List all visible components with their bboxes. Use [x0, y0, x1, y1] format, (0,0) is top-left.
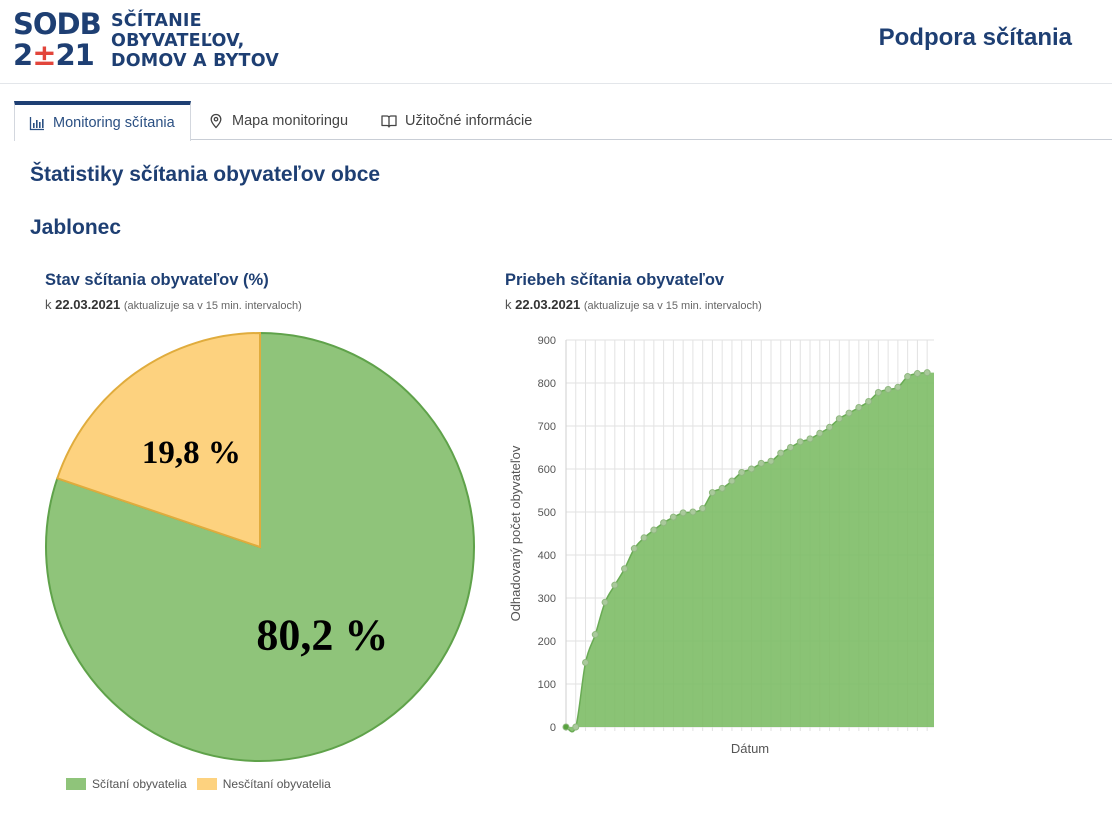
site-header: SODB 2±21 SČÍTANIE OBYVATEĽOV, DOMOV A B…	[0, 0, 1112, 84]
data-point[interactable]	[777, 449, 785, 457]
data-point[interactable]	[669, 513, 677, 521]
tab-label: Užitočné informácie	[405, 112, 533, 129]
update-date: 22.03.2021	[515, 297, 581, 312]
legend-item-uncounted[interactable]: Nesčítaní obyvatelia	[196, 777, 331, 791]
sodb-logo[interactable]: SODB 2±21	[13, 10, 102, 72]
pie-legend: Sčítaní obyvatelia Nesčítaní obyvatelia	[66, 777, 341, 791]
legend-item-counted[interactable]: Sčítaní obyvatelia	[66, 777, 187, 791]
pie-value-label: 80,2 %	[256, 610, 388, 659]
pie-slice-counted[interactable]	[45, 331, 475, 762]
pie-value-label: 19,8 %	[142, 435, 241, 471]
data-point[interactable]	[923, 369, 931, 377]
data-point[interactable]	[835, 415, 843, 423]
subtitle-prefix: k	[45, 297, 52, 312]
data-point[interactable]	[728, 477, 736, 485]
data-point[interactable]	[562, 723, 570, 731]
y-tick-label: 600	[538, 464, 556, 476]
map-pin-icon	[210, 113, 222, 128]
tab-map[interactable]: Mapa monitoringu	[208, 101, 348, 140]
y-tick-label: 100	[538, 679, 556, 691]
data-point[interactable]	[718, 484, 726, 492]
data-point[interactable]	[845, 409, 853, 417]
data-point[interactable]	[738, 468, 746, 476]
data-point[interactable]	[855, 404, 863, 412]
legend-label: Nesčítaní obyvatelia	[222, 777, 331, 791]
legend-swatch	[196, 778, 217, 790]
y-tick-label: 0	[550, 722, 556, 734]
y-tick-label: 500	[538, 507, 556, 519]
status-pie-chart: 80,2 % 19,8 %	[45, 331, 475, 762]
data-point[interactable]	[582, 659, 590, 666]
data-point[interactable]	[747, 465, 755, 473]
logo-row-bottom: 2±21	[13, 38, 95, 72]
tab-monitoring[interactable]: Monitoring sčítania	[14, 101, 191, 141]
data-point[interactable]	[884, 385, 892, 393]
data-point[interactable]	[796, 438, 804, 446]
legend-swatch	[66, 778, 86, 790]
y-tick-label: 700	[538, 421, 556, 433]
support-link[interactable]: Podpora sčítania	[878, 24, 1072, 51]
data-point[interactable]	[679, 509, 687, 517]
progress-area-chart: 0 100 200 300 400 500 600 700 800 900 Dátum Odhadov…	[508, 335, 934, 756]
y-tick-label: 800	[538, 378, 556, 390]
pie-card-subtitle: k 22.03.2021 (aktualizuje sa v 15 min. i…	[45, 297, 302, 312]
logo-digit: 2	[13, 38, 33, 72]
data-point[interactable]	[621, 565, 629, 573]
legend-label: Sčítaní obyvatelia	[92, 777, 187, 791]
data-point[interactable]	[650, 526, 658, 534]
data-point[interactable]	[816, 429, 824, 437]
data-point[interactable]	[757, 459, 765, 467]
logo-wordmark: SČÍTANIE OBYVATEĽOV, DOMOV A BYTOV	[111, 11, 279, 71]
pie-slice-uncounted[interactable]	[56, 331, 261, 549]
y-tick-label: 400	[538, 550, 556, 562]
data-point[interactable]	[826, 423, 834, 431]
data-point[interactable]	[874, 388, 882, 396]
update-note: (aktualizuje sa v 15 min. intervaloch)	[123, 300, 302, 312]
data-point[interactable]	[708, 489, 716, 497]
y-tick-label: 900	[538, 335, 556, 347]
y-tick-label: 200	[538, 636, 556, 648]
logo-line: SČÍTANIE	[111, 11, 202, 31]
data-point[interactable]	[865, 397, 873, 405]
logo-line: OBYVATEĽOV,	[111, 31, 245, 51]
data-point[interactable]	[904, 373, 912, 381]
pie-card-title: Stav sčítania obyvateľov (%)	[45, 271, 269, 289]
open-book-icon	[381, 114, 397, 128]
update-date: 22.03.2021	[55, 297, 121, 312]
data-point[interactable]	[913, 370, 921, 378]
data-point[interactable]	[806, 435, 814, 443]
data-point[interactable]	[630, 545, 638, 553]
data-point[interactable]	[767, 457, 775, 465]
tab-label: Mapa monitoringu	[232, 112, 349, 129]
data-point[interactable]	[611, 581, 619, 589]
data-point[interactable]	[640, 534, 648, 542]
update-note: (aktualizuje sa v 15 min. intervaloch)	[583, 300, 762, 312]
data-point[interactable]	[787, 444, 795, 451]
tab-bar: Monitoring sčítania Mapa monitoringu Uži…	[14, 101, 1112, 141]
data-point[interactable]	[689, 508, 697, 516]
tab-info[interactable]: Užitočné informácie	[381, 101, 532, 140]
logo-line: DOMOV A BYTOV	[111, 51, 280, 71]
page-title: Štatistiky sčítania obyvateľov obce	[30, 163, 381, 186]
logo-row-top: SODB	[13, 7, 102, 41]
line-card-subtitle: k 22.03.2021 (aktualizuje sa v 15 min. i…	[505, 297, 762, 312]
data-point[interactable]	[572, 723, 580, 731]
data-point[interactable]	[591, 631, 599, 639]
logo-digits: 21	[55, 38, 95, 72]
area-fill	[566, 372, 934, 732]
bar-chart-icon	[29, 117, 44, 131]
y-tick-label: 300	[538, 593, 556, 605]
line-card-title: Priebeh sčítania obyvateľov	[505, 271, 725, 289]
data-point[interactable]	[699, 505, 707, 513]
x-axis-label: Dátum	[731, 741, 769, 756]
data-point[interactable]	[601, 598, 609, 606]
municipality-name: Jablonec	[30, 216, 122, 239]
logo-plus-minus: ±	[32, 38, 56, 72]
subtitle-prefix: k	[505, 297, 512, 312]
data-point[interactable]	[894, 383, 902, 391]
y-axis-label: Odhadovaný počet obyvateľov	[508, 445, 523, 621]
tab-label: Monitoring sčítania	[53, 115, 175, 131]
data-point[interactable]	[660, 519, 668, 527]
